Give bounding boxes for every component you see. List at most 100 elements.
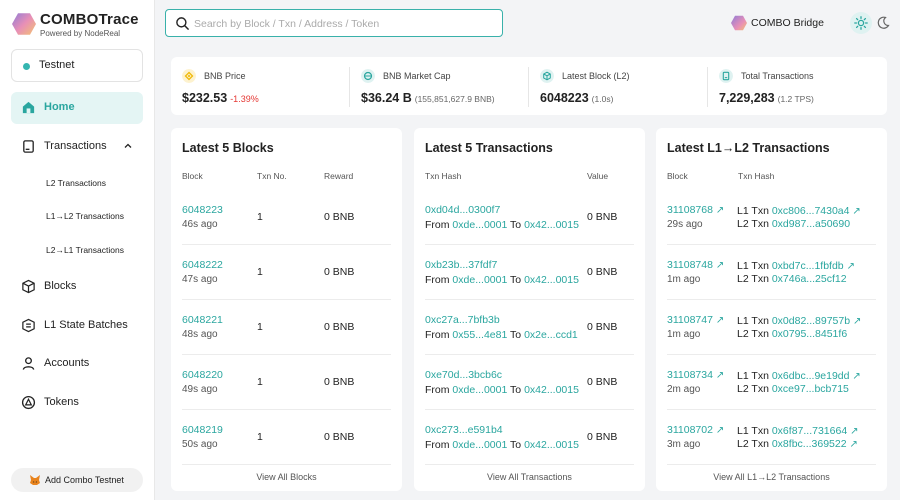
l1-txn-link[interactable]: 0xbd7c...1fbfdb bbox=[771, 260, 844, 272]
nav-transactions[interactable]: Transactions bbox=[11, 131, 143, 163]
nav-tokens[interactable]: Tokens bbox=[11, 387, 143, 419]
to-address-link[interactable]: 0x42...0015 bbox=[524, 384, 579, 396]
view-all-l1-l2-link[interactable]: View All L1→L2 Transactions bbox=[713, 472, 830, 482]
nav-accounts[interactable]: Accounts bbox=[11, 348, 143, 380]
search-bar[interactable] bbox=[165, 9, 503, 37]
l2-txn-cell: L2 Txn 0xce97...bcb715 bbox=[737, 383, 849, 395]
network-selector[interactable]: Testnet bbox=[11, 49, 143, 82]
from-address-link[interactable]: 0xde...0001 bbox=[452, 439, 508, 451]
nav-blocks[interactable]: Blocks bbox=[11, 271, 143, 303]
block-age: 1m ago bbox=[667, 274, 701, 285]
moon-icon[interactable] bbox=[876, 16, 890, 30]
external-link-icon[interactable]: ↗ bbox=[852, 206, 861, 217]
l1-txn-link[interactable]: 0x6dbc...9e19dd bbox=[771, 370, 850, 382]
external-link-icon[interactable]: ↗ bbox=[852, 371, 861, 382]
txn-hash-link[interactable]: 0xd04d...0300f7 bbox=[425, 204, 501, 216]
l2-txn-cell: L2 Txn 0xd987...a50690 bbox=[737, 218, 850, 230]
l1-block-link[interactable]: 31108768 bbox=[667, 204, 713, 216]
txn-hash-link[interactable]: 0xc27a...7bfb3b bbox=[425, 314, 500, 326]
from-address-link[interactable]: 0x55...4e81 bbox=[452, 329, 508, 341]
block-link[interactable]: 6048221 bbox=[182, 314, 223, 326]
add-network-button[interactable]: Add Combo Testnet bbox=[11, 468, 143, 492]
market-cap-amount: $36.24 B bbox=[361, 91, 412, 105]
block-age: 29s ago bbox=[667, 219, 703, 230]
col-txn-hash: Txn Hash bbox=[425, 171, 462, 181]
stat-market-cap-value: $36.24 B (155,851,627.9 BNB) bbox=[361, 91, 495, 105]
table-row: 31108768 ↗ 29s ago L1 Txn 0xc806...7430a… bbox=[667, 190, 876, 245]
to-address-link[interactable]: 0x42...0015 bbox=[524, 219, 579, 231]
block-age: 47s ago bbox=[182, 274, 218, 285]
block-age: 49s ago bbox=[182, 384, 218, 395]
stat-total-transactions-label: Total Transactions bbox=[741, 71, 814, 81]
l2-txn-link[interactable]: 0xd987...a50690 bbox=[771, 218, 851, 230]
light-mode-button[interactable] bbox=[850, 12, 872, 34]
from-address-link[interactable]: 0xde...0001 bbox=[452, 384, 508, 396]
l1-txn-link[interactable]: 0x6f87...731664 bbox=[771, 425, 848, 437]
l2-txn-link[interactable]: 0x746a...25cf12 bbox=[771, 273, 847, 285]
nav-sub-l2-transactions[interactable]: L2 Transactions bbox=[46, 178, 107, 188]
block-link[interactable]: 6048220 bbox=[182, 369, 223, 381]
search-input[interactable] bbox=[194, 15, 494, 32]
l2-txn-link[interactable]: 0x0795...8451f6 bbox=[771, 328, 848, 340]
external-link-icon[interactable]: ↗ bbox=[849, 439, 858, 450]
stat-market-cap: BNB Market Cap $36.24 B (155,851,627.9 BN… bbox=[361, 57, 526, 115]
view-all-transactions-link[interactable]: View All Transactions bbox=[487, 472, 572, 482]
block-link[interactable]: 6048222 bbox=[182, 259, 223, 271]
from-address-link[interactable]: 0xde...0001 bbox=[452, 274, 508, 286]
l1-block-link[interactable]: 31108702 bbox=[667, 424, 713, 436]
l1-block-link[interactable]: 31108748 bbox=[667, 259, 713, 271]
l2-txn-label: L2 Txn bbox=[737, 438, 769, 450]
external-link-icon[interactable]: ↗ bbox=[715, 260, 725, 271]
home-icon bbox=[22, 101, 35, 114]
to-address-link[interactable]: 0x42...0015 bbox=[524, 439, 579, 451]
block-link[interactable]: 6048219 bbox=[182, 424, 223, 436]
stat-latest-block-value: 6048223 (1.0s) bbox=[540, 91, 613, 105]
external-link-icon[interactable]: ↗ bbox=[715, 370, 725, 381]
l2-txn-link[interactable]: 0x8fbc...369522 bbox=[771, 438, 847, 450]
l1-block-link[interactable]: 31108747 bbox=[667, 314, 713, 326]
combo-bridge-icon bbox=[731, 15, 747, 31]
logo[interactable]: COMBOTrace Powered by NodeReal bbox=[12, 10, 152, 40]
nav-sub-l1-l2-transactions[interactable]: L1→L2 Transactions bbox=[46, 211, 124, 221]
from-address-link[interactable]: 0xde...0001 bbox=[452, 219, 508, 231]
external-link-icon[interactable]: ↗ bbox=[853, 316, 862, 327]
nav-home-label: Home bbox=[44, 101, 75, 113]
nav-home[interactable]: Home bbox=[11, 92, 143, 124]
to-address-link[interactable]: 0x2e...ccd1 bbox=[524, 329, 578, 341]
external-link-icon[interactable]: ↗ bbox=[715, 425, 725, 436]
chevron-up-icon[interactable] bbox=[123, 141, 133, 151]
stat-bnb-price-value: $232.53 -1.39% bbox=[182, 91, 259, 105]
nav-blocks-label: Blocks bbox=[44, 280, 77, 292]
external-link-icon[interactable]: ↗ bbox=[846, 261, 855, 272]
external-link-icon[interactable]: ↗ bbox=[715, 205, 725, 216]
txn-count: 1 bbox=[257, 376, 263, 388]
to-address-link[interactable]: 0x42...0015 bbox=[524, 274, 579, 286]
latest-block-number: 6048223 bbox=[540, 91, 589, 105]
stat-divider bbox=[528, 67, 529, 107]
nav-l1-state-batches[interactable]: L1 State Batches bbox=[11, 310, 143, 342]
l1-txn-link[interactable]: 0x0d82...89757b bbox=[771, 315, 851, 327]
external-link-icon[interactable]: ↗ bbox=[715, 315, 725, 326]
l1-txn-link[interactable]: 0xc806...7430a4 bbox=[771, 205, 850, 217]
l1-block-link[interactable]: 31108734 bbox=[667, 369, 713, 381]
reward-value: 0 BNB bbox=[324, 431, 355, 443]
nav-sub-l2-l1-transactions[interactable]: L2→L1 Transactions bbox=[46, 245, 124, 255]
view-all-blocks-link[interactable]: View All Blocks bbox=[256, 472, 317, 482]
theme-toggle[interactable] bbox=[848, 11, 896, 35]
l2-txn-link[interactable]: 0xce97...bcb715 bbox=[771, 383, 849, 395]
l1-txn-label: L1 Txn bbox=[737, 370, 769, 382]
combo-logo-icon bbox=[12, 13, 36, 35]
market-cap-bnb: (155,851,627.9 BNB) bbox=[414, 94, 495, 104]
block-link[interactable]: 6048223 bbox=[182, 204, 223, 216]
block-age: 48s ago bbox=[182, 329, 218, 340]
txn-from-to: From 0xde...0001 To 0x42...0015 bbox=[425, 219, 579, 231]
transactions-icon bbox=[23, 140, 34, 153]
txn-hash-link[interactable]: 0xc273...e591b4 bbox=[425, 424, 503, 436]
metamask-fox-icon bbox=[30, 475, 40, 485]
txn-value: 0 BNB bbox=[587, 431, 618, 443]
reward-value: 0 BNB bbox=[324, 321, 355, 333]
external-link-icon[interactable]: ↗ bbox=[850, 426, 859, 437]
reward-value: 0 BNB bbox=[324, 211, 355, 223]
txn-hash-link[interactable]: 0xe70d...3bcb6c bbox=[425, 369, 503, 381]
txn-hash-link[interactable]: 0xb23b...37fdf7 bbox=[425, 259, 498, 271]
